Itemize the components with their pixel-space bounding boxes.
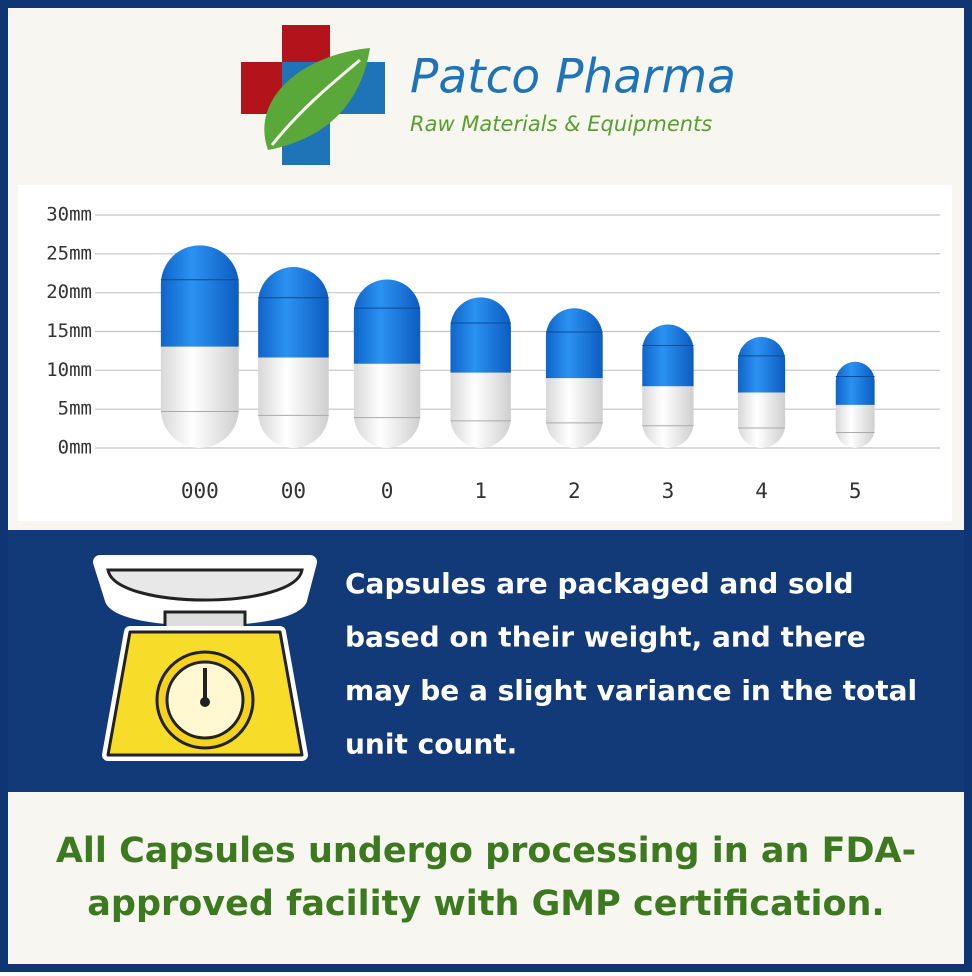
info-text: unit count. xyxy=(345,728,517,761)
capsule-cap xyxy=(835,361,875,405)
capsule-body xyxy=(353,363,421,448)
capsule-cap xyxy=(737,336,786,393)
logo xyxy=(241,25,385,165)
x-tick-label: 2 xyxy=(568,479,581,503)
capsule-cap xyxy=(450,297,511,373)
y-tick-label: 20mm xyxy=(46,281,92,303)
y-tick-label: 25mm xyxy=(46,242,92,264)
capsule xyxy=(642,324,694,448)
capsule-body xyxy=(545,378,603,449)
capsule-cap xyxy=(353,279,421,364)
capsule-body xyxy=(450,372,511,448)
y-tick-label: 0mm xyxy=(58,437,92,459)
capsule-cap xyxy=(258,267,329,358)
y-tick-label: 5mm xyxy=(58,398,92,420)
x-tick-label: 000 xyxy=(181,479,219,503)
y-tick-label: 10mm xyxy=(46,359,92,381)
capsule-body xyxy=(160,346,239,448)
footer-text: All Capsules undergo processing in an FD… xyxy=(56,831,916,871)
scale-icon xyxy=(93,555,317,761)
capsule xyxy=(835,361,875,449)
info-text: Capsules are packaged and sold xyxy=(345,567,854,600)
x-tick-label: 5 xyxy=(849,479,862,503)
capsule xyxy=(160,245,239,448)
x-tick-label: 0 xyxy=(381,479,394,503)
capsule-cap xyxy=(642,324,694,387)
capsule xyxy=(545,308,603,449)
capsule xyxy=(258,267,329,448)
footer-panel xyxy=(8,792,964,964)
y-tick-label: 15mm xyxy=(46,320,92,342)
info-text: may be a slight variance in the total xyxy=(345,674,917,707)
capsule-body xyxy=(258,357,329,448)
capsule-body xyxy=(642,386,694,448)
y-tick-label: 30mm xyxy=(46,204,92,226)
capsule-cap xyxy=(160,245,239,347)
capsule xyxy=(737,336,786,449)
capsule-body xyxy=(737,392,786,449)
x-tick-label: 4 xyxy=(755,479,768,503)
capsule xyxy=(353,279,421,448)
brand: Patco Pharma xyxy=(410,50,736,105)
x-tick-label: 00 xyxy=(281,479,306,503)
capsule xyxy=(450,297,511,448)
info-text: based on their weight, and there xyxy=(345,621,866,654)
x-tick-label: 1 xyxy=(474,479,487,503)
capsule-cap xyxy=(545,308,603,379)
capsule-body xyxy=(835,404,875,449)
tagline: Raw Materials & Equipments xyxy=(410,112,712,136)
footer-text: approved facility with GMP certification… xyxy=(87,884,884,924)
x-tick-label: 3 xyxy=(662,479,675,503)
